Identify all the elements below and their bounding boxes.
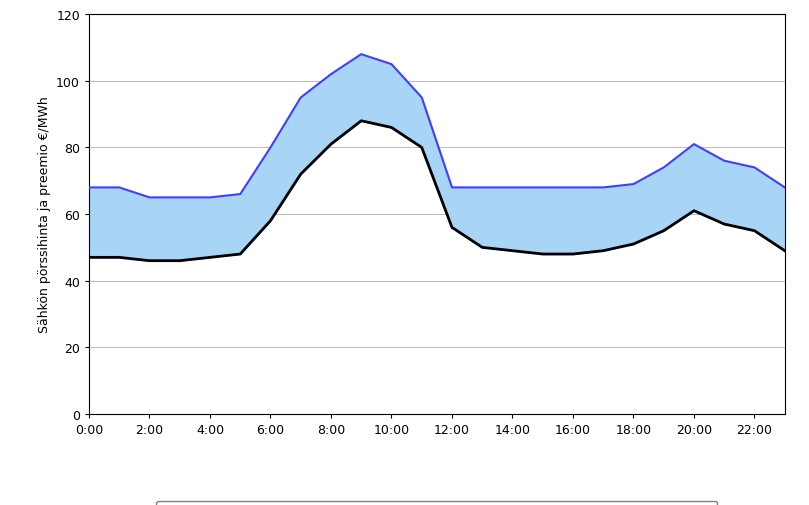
Legend: Preemiosta aiheutuvat kulut maksajalle, Preemio (20 €/MWh), Sähkön pörssihinta: Preemiosta aiheutuvat kulut maksajalle, …	[156, 501, 718, 505]
Y-axis label: Sähkön pörssihinta ja preemio €/MWh: Sähkön pörssihinta ja preemio €/MWh	[37, 96, 50, 333]
